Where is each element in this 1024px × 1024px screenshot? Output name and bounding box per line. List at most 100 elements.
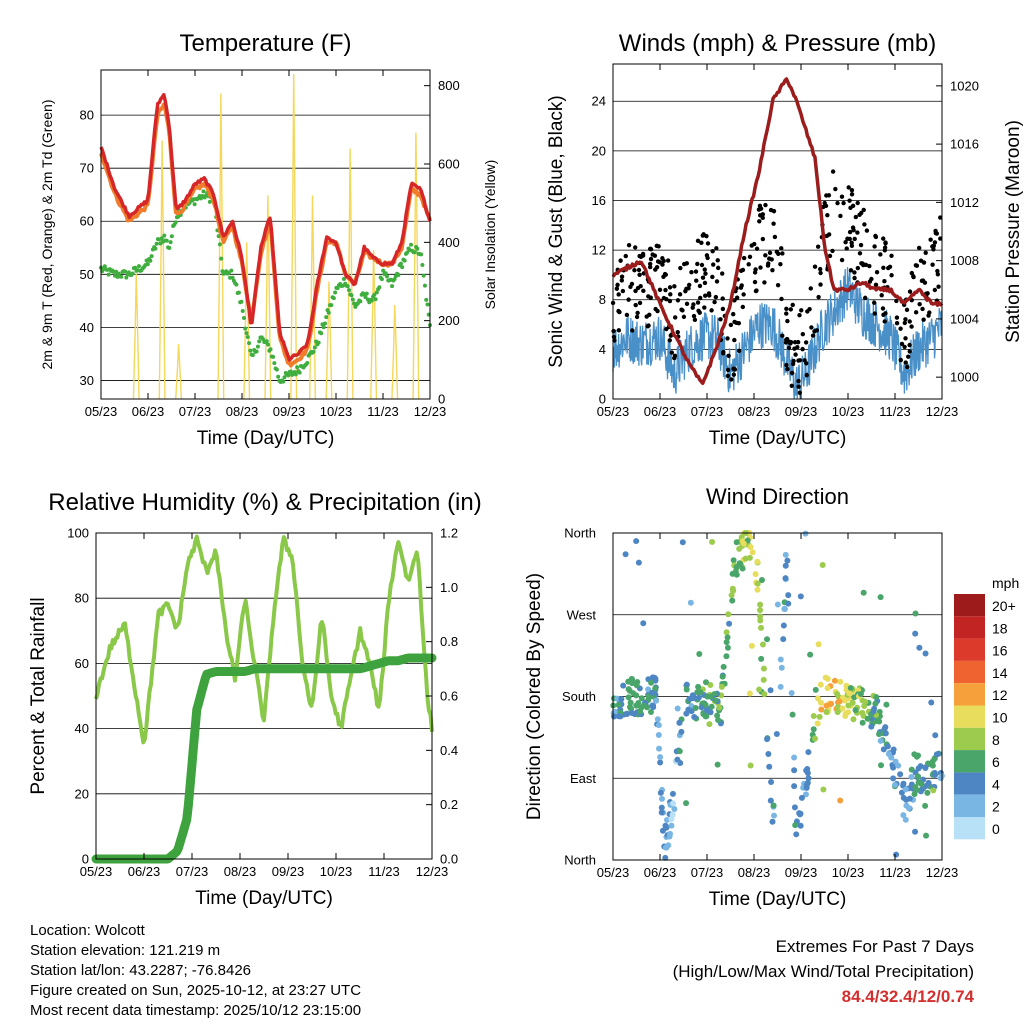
- wind-y2tick-label: 1012: [950, 195, 979, 210]
- direction-point: [912, 828, 919, 835]
- gust-point: [675, 298, 681, 303]
- gust-point: [830, 248, 835, 254]
- direction-point: [791, 767, 798, 774]
- gust-point: [704, 233, 709, 239]
- direction-point: [780, 622, 787, 629]
- legend-swatch: [954, 727, 985, 751]
- gust-point: [636, 267, 642, 273]
- direction-point: [890, 764, 897, 771]
- gust-point: [637, 272, 642, 278]
- direction-point: [791, 804, 798, 811]
- direction-point: [618, 696, 625, 703]
- gust-point: [714, 246, 719, 251]
- dewpoint-point: [257, 339, 262, 344]
- wind-y2label: Station Pressure (Maroon): [1003, 120, 1024, 343]
- direction-point: [625, 686, 632, 693]
- gust-point: [790, 361, 796, 367]
- gust-point: [763, 253, 768, 258]
- legend-label: 20+: [992, 598, 1016, 614]
- solar-spike: [158, 140, 166, 400]
- direction-point: [931, 756, 938, 763]
- gust-point: [740, 267, 746, 273]
- gust-point: [864, 228, 870, 233]
- direction-point: [852, 707, 859, 714]
- direction-point: [859, 719, 866, 726]
- dewpoint-point: [102, 264, 107, 269]
- extremes-values: 84.4/32.4/12/0.74: [841, 987, 974, 1006]
- dewpoint-point: [305, 361, 310, 366]
- gust-point: [788, 307, 794, 312]
- dewpoint-point: [136, 264, 141, 269]
- gust-point: [911, 274, 916, 280]
- gust-point: [882, 248, 888, 253]
- dewpoint-point: [274, 367, 279, 372]
- direction-point: [834, 690, 841, 697]
- gust-point: [728, 322, 734, 328]
- gust-point: [767, 250, 773, 255]
- direction-point: [766, 763, 773, 770]
- gust-point: [630, 328, 635, 333]
- gust-point: [747, 254, 753, 260]
- direction-point: [658, 809, 665, 816]
- direction-point: [707, 693, 714, 700]
- direction-point: [817, 699, 824, 706]
- direction-point: [640, 702, 647, 709]
- gust-point: [853, 214, 859, 220]
- wind-ytick-label: 4: [599, 342, 606, 357]
- dir-xlabel: Time (Day/UTC): [709, 889, 847, 910]
- legend-label: 0: [992, 821, 1000, 837]
- created-text: Figure created on Sun, 2025-10-12, at 23…: [30, 982, 362, 999]
- gust-point: [852, 275, 857, 281]
- direction-point: [803, 767, 810, 774]
- wind-ytick-label: 24: [592, 94, 606, 109]
- gust-point: [778, 261, 783, 267]
- gust-point: [648, 247, 654, 252]
- gust-point: [647, 264, 653, 270]
- gust-point: [878, 252, 883, 257]
- gust-point: [729, 377, 734, 382]
- gust-point: [894, 315, 900, 320]
- gust-point: [844, 246, 849, 251]
- direction-point: [839, 705, 846, 712]
- dir-ytick-label: South: [562, 689, 596, 704]
- gust-point: [732, 337, 737, 343]
- legend-swatch: [954, 594, 985, 617]
- gust-point: [757, 219, 762, 224]
- dewpoint-point: [145, 262, 150, 267]
- rh-xtick-label: 12/23: [416, 864, 449, 879]
- direction-point: [891, 781, 898, 788]
- wind-xtick-label: 10/23: [832, 404, 865, 419]
- dewpoint-point: [243, 326, 248, 331]
- gust-point: [754, 246, 760, 251]
- gust-point: [734, 295, 740, 300]
- direction-point: [937, 775, 944, 782]
- gust-point: [767, 256, 772, 261]
- direction-point: [652, 685, 659, 692]
- gust-point: [725, 373, 731, 379]
- gust-point: [758, 206, 764, 211]
- direction-point: [777, 683, 784, 690]
- solar-spike: [264, 195, 272, 400]
- gust-point: [815, 244, 821, 249]
- gust-point: [812, 329, 817, 334]
- gust-point: [905, 364, 910, 370]
- dewpoint-point: [363, 295, 368, 300]
- temp-y2tick-label: 400: [438, 235, 460, 250]
- direction-point: [823, 702, 830, 709]
- direction-point: [728, 592, 735, 599]
- gust-point: [695, 300, 701, 305]
- direction-point: [880, 746, 887, 753]
- gust-point: [738, 285, 744, 290]
- gust-point: [695, 261, 700, 267]
- gust-point: [746, 262, 751, 267]
- dewpoint-point: [383, 271, 388, 276]
- direction-point: [824, 685, 831, 692]
- direction-point: [895, 762, 902, 769]
- gust-point: [931, 243, 936, 249]
- solar-spike: [243, 242, 251, 400]
- gust-point: [758, 265, 763, 270]
- dewpoint-point: [415, 246, 420, 251]
- dewpoint-point: [379, 277, 384, 282]
- wind-xtick-label: 06/23: [644, 404, 677, 419]
- direction-point: [791, 783, 798, 790]
